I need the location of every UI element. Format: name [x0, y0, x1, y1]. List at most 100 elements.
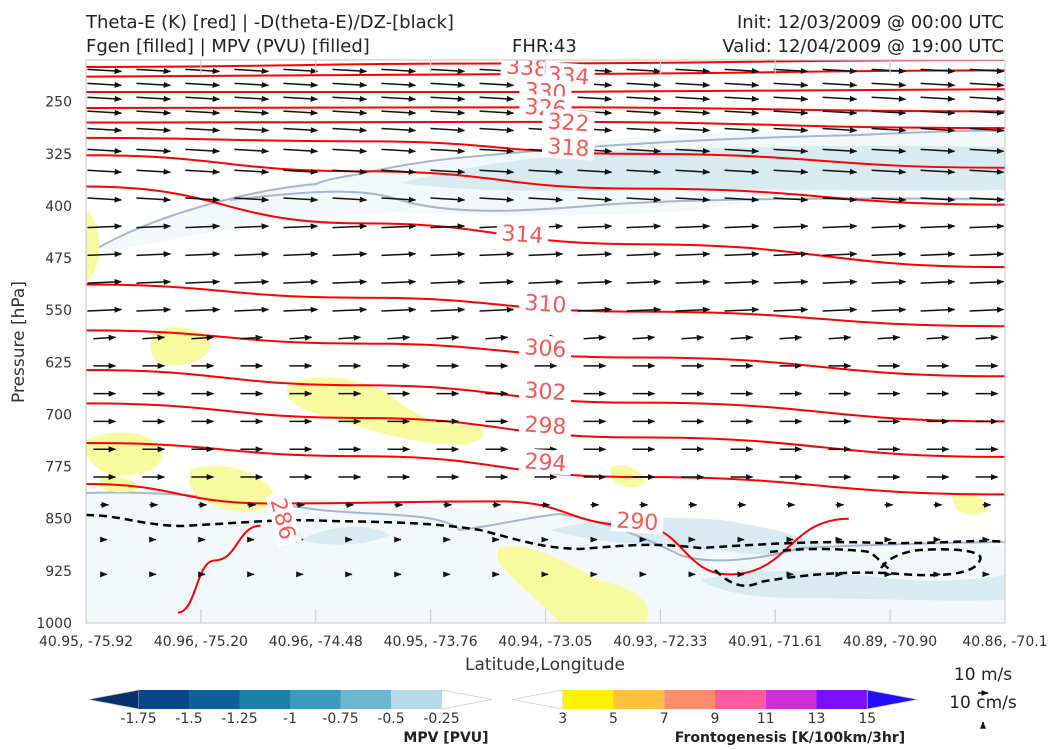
- wind-vector: [87, 223, 123, 230]
- wind-vector: [675, 168, 711, 175]
- wind-vector: [528, 251, 564, 258]
- x-tick-label: 40.95, -75.92: [39, 634, 133, 650]
- colorbar-segment: [340, 690, 391, 709]
- wind-vector: [724, 81, 760, 88]
- wind-vector: [234, 147, 270, 154]
- wind-vector: [822, 95, 858, 102]
- wind-key-label-vertical: 10 cm/s: [949, 693, 1017, 713]
- theta-e-contour-318: [86, 136, 1005, 169]
- wind-vector: [87, 68, 123, 75]
- wind-vector: [387, 334, 411, 341]
- colorbar-tick-label: 13: [808, 711, 826, 727]
- wind-vector: [926, 334, 950, 341]
- x-axis-label: Latitude,Longitude: [465, 655, 625, 675]
- wind-vector: [87, 251, 123, 258]
- wind-vector: [675, 81, 711, 88]
- wind-vector: [724, 95, 760, 102]
- contour-label-background: [265, 490, 302, 547]
- wind-vector: [626, 306, 662, 313]
- wind-vector: [577, 278, 613, 285]
- wind-vector: [975, 334, 999, 341]
- wind-vector: [969, 306, 1005, 313]
- colorbar-tick-label: 15: [858, 711, 876, 727]
- wind-vector: [724, 168, 760, 175]
- y-axis-label: Pressure [hPa]: [9, 281, 29, 403]
- y-tick-label: 775: [45, 460, 72, 476]
- wind-vector: [381, 196, 417, 203]
- wind-vector: [332, 306, 368, 313]
- wind-vector: [871, 223, 907, 230]
- wind-vector: [283, 81, 319, 88]
- y-axis-ticks: 250 325 400 475 550 625 700 775 850 925 1000: [36, 95, 72, 632]
- wind-vector: [773, 109, 809, 116]
- wind-vector: [136, 278, 172, 285]
- wind-vector: [479, 251, 515, 258]
- wind-vector: [773, 95, 809, 102]
- wind-vector: [381, 251, 417, 258]
- wind-vector: [822, 196, 858, 203]
- wind-vector: [773, 196, 809, 203]
- chart-title-line2: Fgen [filled] | MPV (PVU) [filled]: [86, 36, 370, 57]
- wind-vector: [920, 306, 956, 313]
- colorbar-tick-label: -1.25: [221, 711, 257, 727]
- y-tick-label: 475: [45, 251, 72, 267]
- wind-vector: [724, 109, 760, 116]
- wind-vector: [283, 95, 319, 102]
- wind-vector: [773, 223, 809, 230]
- x-tick-label: 40.96, -75.20: [154, 634, 248, 650]
- wind-vector: [773, 251, 809, 258]
- wind-vector: [381, 81, 417, 88]
- wind-vector: [577, 168, 613, 175]
- wind-vector: [479, 81, 515, 88]
- wind-vector: [675, 127, 711, 134]
- wind-vector: [969, 127, 1005, 134]
- wind-vector: [283, 223, 319, 230]
- colorbar-segment: [441, 689, 493, 710]
- frontogenesis-colorbar: 3 5 7 9 11 13 15: [511, 689, 919, 727]
- wind-vector: [185, 278, 221, 285]
- mpv-contour-upper: [86, 129, 1005, 256]
- wind-vector: [479, 278, 515, 285]
- wind-vector: [332, 81, 368, 88]
- wind-vector: [332, 147, 368, 154]
- wind-vector: [234, 81, 270, 88]
- wind-vector: [822, 223, 858, 230]
- theta-e-label: 322: [547, 109, 591, 137]
- wind-vector: [626, 68, 662, 75]
- wind-vector: [185, 306, 221, 313]
- x-tick-label: 40.91, -71.61: [728, 634, 822, 650]
- colorbar-segment: [290, 690, 341, 709]
- wind-vector: [430, 306, 466, 313]
- wind-vector: [969, 109, 1005, 116]
- wind-vector: [675, 196, 711, 203]
- wind-vector: [185, 196, 221, 203]
- wind-vector: [234, 95, 270, 102]
- wind-vector: [773, 81, 809, 88]
- wind-vector: [871, 278, 907, 285]
- wind-vector: [283, 127, 319, 134]
- wind-vector: [724, 278, 760, 285]
- colorbar-segment: [511, 689, 564, 710]
- wind-vector: [185, 168, 221, 175]
- wind-vector: [185, 95, 221, 102]
- colorbar-tick-label: 5: [609, 711, 618, 727]
- wind-vector: [969, 147, 1005, 154]
- y-tick-label: 400: [45, 199, 72, 215]
- wind-vector: [87, 306, 123, 313]
- wind-vector: [381, 168, 417, 175]
- theta-e-label: 306: [524, 335, 568, 363]
- colorbar-tick-label: 3: [558, 711, 567, 727]
- wind-vector: [626, 147, 662, 154]
- wind-vector: [479, 196, 515, 203]
- wind-vector: [283, 168, 319, 175]
- x-tick-label: 40.96, -74.48: [269, 634, 363, 650]
- x-tick-label: 40.94, -73.05: [498, 634, 592, 650]
- wind-vector: [185, 223, 221, 230]
- theta-e-contour-302: [86, 368, 1005, 423]
- wind-vector: [234, 127, 270, 134]
- wind-vector: [234, 196, 270, 203]
- wind-vector: [822, 127, 858, 134]
- theta-e-contour-labels: 3383343303263223183143103063022982942902…: [265, 60, 665, 547]
- fgen-fill: [286, 377, 484, 445]
- theta-e-label: 318: [547, 134, 591, 162]
